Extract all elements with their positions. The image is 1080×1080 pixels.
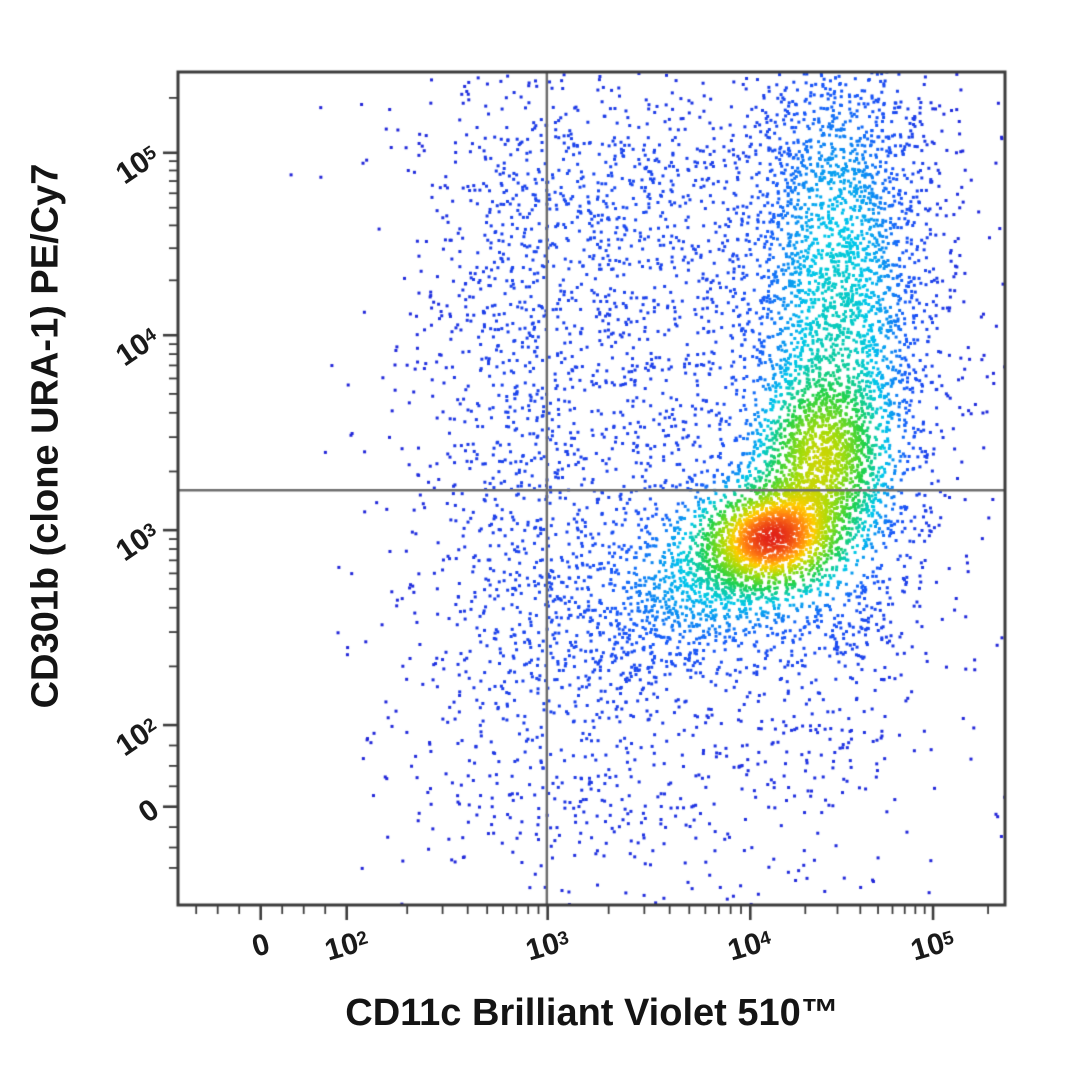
y-axis-title: CD301b (clone URA-1) PE/Cy7 [24,163,67,709]
x-axis-title: CD11c Brilliant Violet 510™ [345,992,839,1034]
